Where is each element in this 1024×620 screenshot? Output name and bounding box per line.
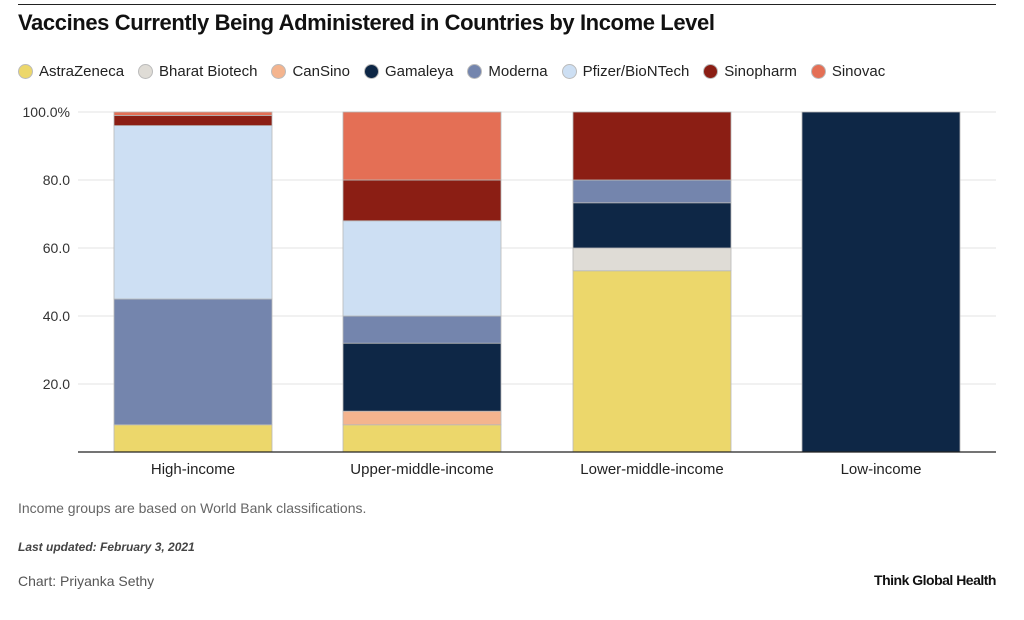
legend-item-sinovac: Sinovac bbox=[810, 63, 886, 80]
legend-swatch-astrazeneca bbox=[18, 64, 33, 79]
legend-label-gamaleya: Gamaleya bbox=[385, 63, 454, 80]
bar-segment-pfizer-biontech bbox=[342, 220, 502, 317]
top-rule bbox=[18, 4, 996, 5]
chart-credit: Chart: Priyanka Sethy bbox=[18, 573, 155, 589]
legend: AstraZeneca Bharat Biotech CanSino Gamal… bbox=[18, 63, 899, 80]
legend-swatch-pfizer-biontech bbox=[561, 64, 577, 79]
legend-swatch-moderna bbox=[467, 64, 483, 79]
y-tick-label: 60.0 bbox=[43, 240, 70, 256]
x-tick-label: Low-income bbox=[841, 461, 922, 478]
legend-label-moderna: Moderna bbox=[488, 63, 548, 80]
bar-segment-sinopharm bbox=[342, 179, 502, 222]
legend-item-cansino: CanSino bbox=[271, 63, 350, 80]
y-tick-label: 80.0 bbox=[43, 172, 70, 188]
bar-segment-pfizer-biontech bbox=[113, 125, 273, 300]
legend-swatch-cansino bbox=[271, 64, 287, 79]
y-tick-label: 100.0% bbox=[23, 104, 70, 120]
x-tick-label: Lower-middle-income bbox=[580, 461, 723, 478]
legend-swatch-sinovac bbox=[810, 64, 826, 79]
bar-segment-astrazeneca bbox=[113, 424, 273, 453]
bar-segment-bharat-biotech bbox=[572, 247, 732, 272]
bar-segment-moderna bbox=[342, 315, 502, 344]
chart-title: Vaccines Currently Being Administered in… bbox=[18, 10, 715, 35]
bar-segment-gamaleya bbox=[572, 202, 732, 249]
bar-segment-gamaleya bbox=[342, 342, 502, 412]
bar-segment-cansino bbox=[342, 410, 502, 426]
chart-plot: 20.0 40.0 60.0 80.0 100.0% High-income Upper-m… bbox=[23, 104, 996, 478]
legend-label-sinopharm: Sinopharm bbox=[724, 63, 797, 80]
brand-logo: Think Global Health bbox=[874, 572, 996, 588]
legend-label-astrazeneca: AstraZeneca bbox=[39, 63, 125, 80]
bar-segment-sinovac bbox=[342, 111, 502, 181]
x-tick-label: High-income bbox=[151, 461, 235, 478]
legend-item-moderna: Moderna bbox=[467, 63, 548, 80]
bar-segment-gamaleya bbox=[801, 111, 961, 453]
legend-label-bharat-biotech: Bharat Biotech bbox=[159, 63, 258, 80]
bar-segment-sinopharm bbox=[113, 114, 273, 126]
bar-segment-sinovac bbox=[113, 111, 273, 116]
legend-item-gamaleya: Gamaleya bbox=[364, 63, 453, 80]
bar-segment-astrazeneca bbox=[342, 424, 502, 453]
legend-item-bharat-biotech: Bharat Biotech bbox=[138, 63, 257, 80]
bar-segment-sinopharm bbox=[572, 111, 732, 181]
bar-segment-astrazeneca bbox=[572, 270, 732, 453]
y-tick-label: 20.0 bbox=[43, 376, 70, 392]
legend-swatch-gamaleya bbox=[364, 64, 379, 79]
legend-swatch-sinopharm bbox=[703, 64, 719, 79]
x-tick-label: Upper-middle-income bbox=[350, 461, 493, 478]
y-tick-label: 40.0 bbox=[43, 308, 70, 324]
bar-segment-moderna bbox=[572, 179, 732, 204]
legend-label-pfizer-biontech: Pfizer/BioNTech bbox=[582, 63, 690, 80]
source-note: Income groups are based on World Bank cl… bbox=[18, 500, 367, 516]
bar-segment-moderna bbox=[113, 298, 273, 426]
legend-label-sinovac: Sinovac bbox=[831, 63, 886, 80]
legend-item-pfizer-biontech: Pfizer/BioNTech bbox=[561, 63, 690, 80]
last-updated: Last updated: February 3, 2021 bbox=[18, 540, 195, 554]
legend-item-sinopharm: Sinopharm bbox=[703, 63, 797, 80]
legend-swatch-bharat-biotech bbox=[138, 64, 154, 79]
legend-label-cansino: CanSino bbox=[292, 63, 350, 80]
legend-item-astrazeneca: AstraZeneca bbox=[18, 63, 124, 80]
